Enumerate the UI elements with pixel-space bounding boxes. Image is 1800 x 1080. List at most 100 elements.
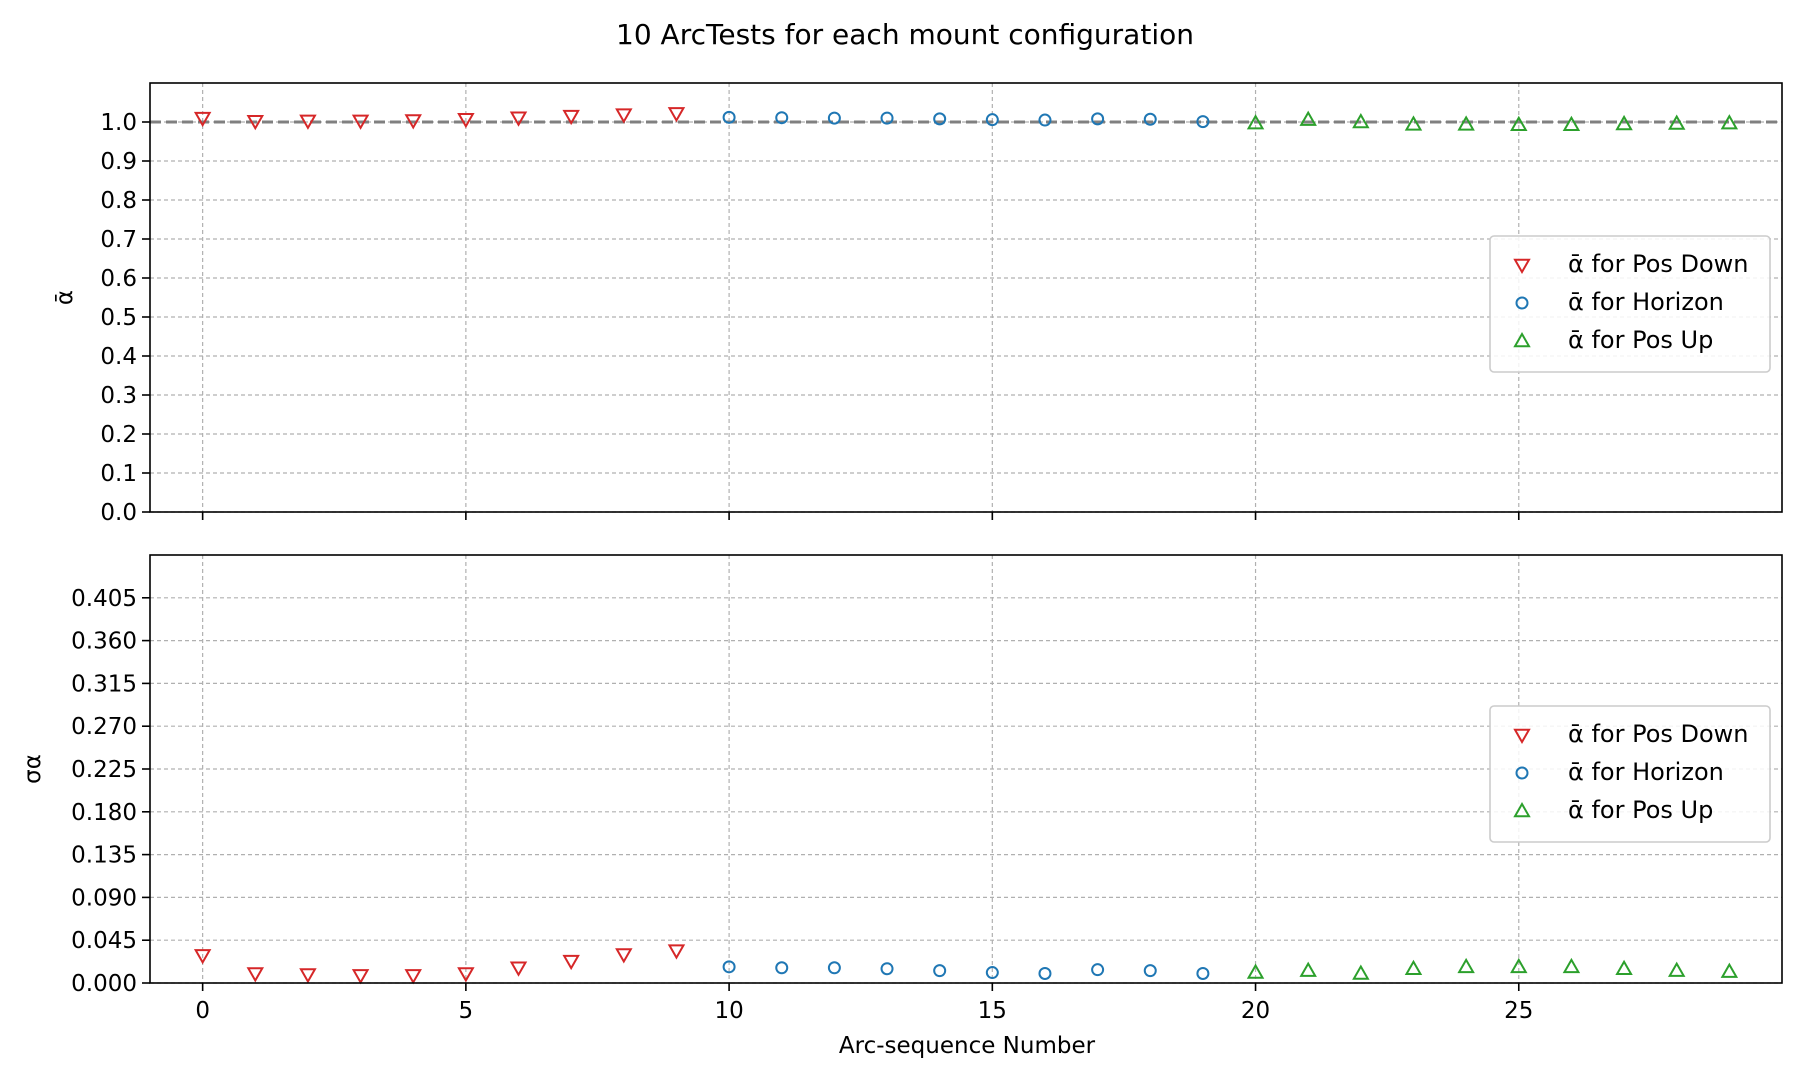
data-point xyxy=(1246,963,1265,979)
data-point xyxy=(1562,957,1581,974)
panel-sigma-alpha: 0.000 0.045 0.090 0.135 0.180 0.225 0.270 0.315… xyxy=(20,554,1783,1024)
legend-box xyxy=(1489,705,1771,843)
data-point xyxy=(775,111,789,125)
legend-marker xyxy=(1515,296,1529,310)
data-point xyxy=(880,111,894,125)
y-tick-label: 0.1 xyxy=(100,461,137,487)
data-point xyxy=(1091,112,1105,126)
data-point xyxy=(933,112,947,126)
legend-sigma-alpha: ᾱ for Pos Down ᾱ for Horizon ᾱ for Pos Up xyxy=(1489,705,1771,843)
x-tick-label: 0 xyxy=(195,998,210,1024)
y-ticks-mean-alpha: 0.0 0.1 0.2 0.3 0.4 0.5 0.6 0.7 0.8 0.9 1.0 xyxy=(100,110,150,526)
data-point xyxy=(827,111,841,125)
data-point xyxy=(722,960,736,974)
axes-frame-mean-alpha xyxy=(149,82,1783,513)
x-ticks-mean-alpha xyxy=(201,512,1520,520)
data-point xyxy=(457,967,475,983)
markers-mean-alpha xyxy=(193,107,1739,131)
data-point xyxy=(985,113,999,127)
x-ticks-sigma-alpha: 0 5 10 15 20 25 xyxy=(195,983,1533,1024)
data-point xyxy=(667,107,686,123)
data-point xyxy=(1143,964,1157,978)
panel-mean-alpha: 0.0 0.1 0.2 0.3 0.4 0.5 0.6 0.7 0.8 0.9 1.0 ᾱ ᾱ fo… xyxy=(52,82,1783,526)
data-point xyxy=(299,114,317,130)
legend-entry-label: ᾱ for Horizon xyxy=(1568,758,1724,786)
y-tick-label: 0.225 xyxy=(71,757,137,783)
y-tick-label: 0.360 xyxy=(71,629,137,655)
data-point xyxy=(1246,114,1265,130)
y-tick-label: 1.0 xyxy=(100,110,137,136)
y-tick-label: 0.4 xyxy=(100,344,137,370)
data-point xyxy=(775,961,789,975)
data-point xyxy=(615,948,633,964)
data-point xyxy=(1562,115,1581,131)
data-point xyxy=(1510,957,1528,974)
data-point xyxy=(1510,115,1528,131)
legend-marker xyxy=(1513,801,1531,818)
x-tick-label: 10 xyxy=(714,998,743,1024)
y-tick-label: 0.000 xyxy=(71,971,137,997)
data-point xyxy=(1615,114,1633,131)
data-point xyxy=(509,111,528,127)
legend-entry-label: ᾱ for Horizon xyxy=(1568,288,1724,316)
legend-entry-label: ᾱ for Pos Up xyxy=(1568,796,1713,824)
y-tick-label: 0.8 xyxy=(100,188,137,214)
legend-entry-label: ᾱ for Pos Down xyxy=(1568,250,1749,278)
legend-marker xyxy=(1513,331,1531,348)
y-ticks-sigma-alpha: 0.000 0.045 0.090 0.135 0.180 0.225 0.270 0.315… xyxy=(71,586,150,997)
data-point xyxy=(1404,959,1423,975)
data-point xyxy=(1667,961,1686,977)
data-point xyxy=(404,114,422,130)
y-tick-label: 0.270 xyxy=(71,714,137,740)
data-point xyxy=(509,961,528,977)
y-tick-label: 0.9 xyxy=(100,149,137,175)
x-tick-label: 15 xyxy=(978,998,1007,1024)
y-tick-label: 0.315 xyxy=(71,671,137,697)
data-point xyxy=(562,109,580,126)
data-point xyxy=(827,961,841,975)
markers-sigma-alpha xyxy=(193,944,1739,985)
data-point xyxy=(1091,963,1105,977)
y-tick-label: 0.6 xyxy=(100,266,137,292)
data-point xyxy=(933,964,947,978)
data-point xyxy=(1196,966,1210,980)
legend-mean-alpha: ᾱ for Pos Down ᾱ for Horizon ᾱ for Pos Up xyxy=(1489,235,1771,373)
data-point xyxy=(299,968,317,984)
data-point xyxy=(1720,962,1739,978)
data-point xyxy=(667,944,686,960)
data-point xyxy=(1720,114,1739,130)
y-tick-label: 0.180 xyxy=(71,800,137,826)
legend-box xyxy=(1489,235,1771,373)
data-point xyxy=(1143,112,1157,126)
x-tick-label: 25 xyxy=(1504,998,1533,1024)
x-axis-label: Arc-sequence Number xyxy=(839,1033,1096,1059)
y-tick-label: 0.5 xyxy=(100,305,137,331)
data-point xyxy=(1299,110,1317,126)
data-point xyxy=(615,108,633,124)
y-tick-label: 0.7 xyxy=(100,227,137,253)
data-point xyxy=(1667,114,1686,130)
legend-marker xyxy=(1513,258,1531,275)
legend-marker xyxy=(1515,766,1529,780)
data-point xyxy=(1352,112,1370,129)
y-tick-label: 0.2 xyxy=(100,422,137,448)
data-point xyxy=(193,949,212,965)
data-point xyxy=(1038,966,1052,980)
data-point xyxy=(246,114,265,131)
y-tick-label: 0.090 xyxy=(71,885,137,911)
x-tick-label: 5 xyxy=(459,998,474,1024)
legend-entry-label: ᾱ for Pos Up xyxy=(1568,326,1713,354)
y-tick-label: 0.3 xyxy=(100,383,137,409)
data-point xyxy=(985,966,999,980)
data-point xyxy=(1457,957,1475,974)
data-point xyxy=(562,954,580,971)
data-point xyxy=(1404,115,1423,131)
legend-entry-label: ᾱ for Pos Down xyxy=(1568,720,1749,748)
chart-title: 10 ArcTests for each mount configuration xyxy=(616,18,1194,51)
data-point xyxy=(1038,113,1052,127)
legend-marker xyxy=(1513,728,1531,745)
data-point xyxy=(457,113,475,129)
y-tick-label: 0.405 xyxy=(71,586,137,612)
data-point xyxy=(246,967,265,983)
